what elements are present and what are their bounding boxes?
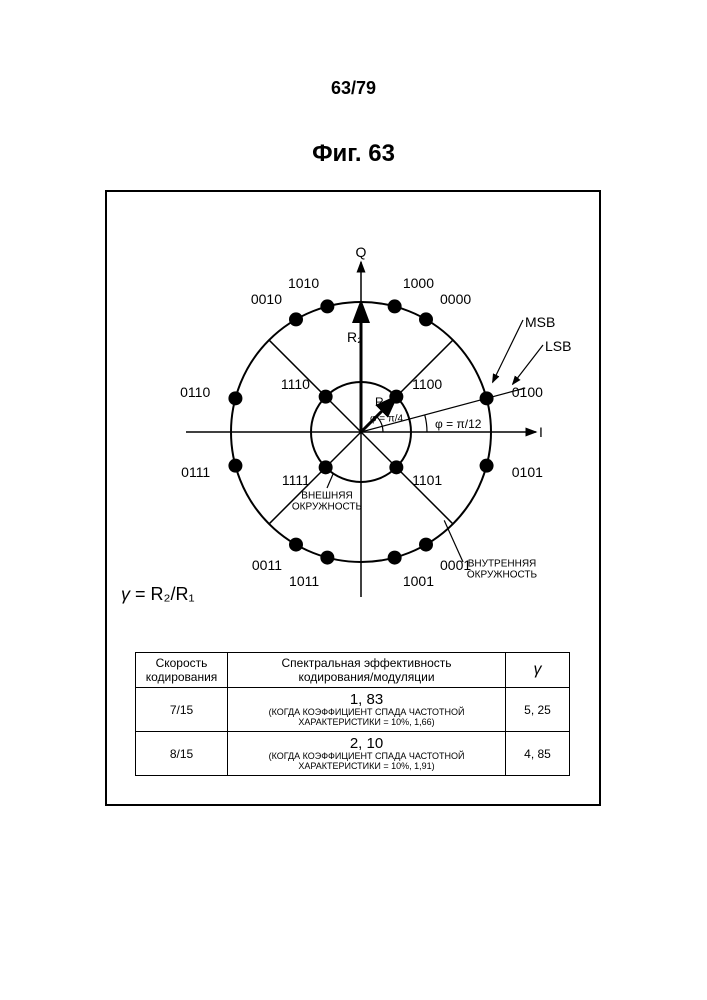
col-header-eff: Спектральная эффективностькодирования/мо… bbox=[228, 653, 506, 688]
outer-point-label: 0000 bbox=[440, 291, 471, 307]
gamma-symbol: γ bbox=[121, 584, 130, 604]
phi-inner-label: φ = π/4 bbox=[370, 414, 403, 425]
parameters-table: Скоростькодирования Спектральная эффекти… bbox=[135, 652, 570, 776]
cell-gamma: 4, 85 bbox=[506, 732, 570, 776]
outer-ring-text: ВНЕШНЯЯОКРУЖНОСТЬ bbox=[292, 492, 362, 513]
cell-eff-main: 2, 10 bbox=[236, 735, 497, 752]
q-axis-label: Q bbox=[356, 244, 367, 260]
inner-point-label: 1100 bbox=[412, 376, 442, 392]
inner-ring-text: ВНУТРЕННЯЯОКРУЖНОСТЬ bbox=[467, 560, 537, 581]
outer-point-label: 0011 bbox=[252, 557, 282, 573]
msb-label: MSB bbox=[525, 314, 555, 330]
cell-eff-sub: (КОГДА КОЭФФИЦИЕНТ СПАДА ЧАСТОТНОЙХАРАКТ… bbox=[236, 752, 497, 772]
page-root: 63/79 Фиг. 63 01000000100010100010011001… bbox=[0, 0, 707, 1000]
cell-rate: 8/15 bbox=[136, 732, 228, 776]
table-row: 7/15 1, 83 (КОГДА КОЭФФИЦИЕНТ СПАДА ЧАСТ… bbox=[136, 688, 570, 732]
cell-eff: 1, 83 (КОГДА КОЭФФИЦИЕНТ СПАДА ЧАСТОТНОЙ… bbox=[228, 688, 506, 732]
outer-point-label: 0111 bbox=[181, 464, 210, 480]
table-row: 8/15 2, 10 (КОГДА КОЭФФИЦИЕНТ СПАДА ЧАСТ… bbox=[136, 732, 570, 776]
outer-point-label: 1011 bbox=[289, 573, 319, 589]
cell-eff: 2, 10 (КОГДА КОЭФФИЦИЕНТ СПАДА ЧАСТОТНОЙ… bbox=[228, 732, 506, 776]
inner-point-label: 1110 bbox=[281, 376, 310, 392]
r1-label: R₁ bbox=[375, 395, 388, 409]
constellation-diagram: 0100 0000 1000 1010 0010 0110 0111 0011 1011 1001… bbox=[107, 192, 599, 632]
outer-point-label: 1010 bbox=[288, 275, 319, 291]
cell-eff-sub: (КОГДА КОЭФФИЦИЕНТ СПАДА ЧАСТОТНОЙХАРАКТ… bbox=[236, 708, 497, 728]
col-header-gamma: γ bbox=[506, 653, 570, 688]
cell-eff-main: 1, 83 bbox=[236, 691, 497, 708]
cell-rate: 7/15 bbox=[136, 688, 228, 732]
outer-point-label: 0110 bbox=[180, 384, 210, 400]
inner-point-label: 1101 bbox=[412, 472, 442, 488]
col-header-rate: Скоростькодирования bbox=[136, 653, 228, 688]
page-number: 63/79 bbox=[0, 78, 707, 99]
phi-outer-label: φ = π/12 bbox=[435, 417, 481, 431]
cell-gamma: 5, 25 bbox=[506, 688, 570, 732]
lsb-label: LSB bbox=[545, 338, 571, 354]
outer-point-label: 0100 bbox=[512, 384, 543, 400]
outer-point-label: 0010 bbox=[251, 291, 282, 307]
figure-frame: 0100 0000 1000 1010 0010 0110 0111 0011 1011 1001… bbox=[105, 190, 601, 806]
figure-title: Фиг. 63 bbox=[0, 140, 707, 168]
i-axis-label: I bbox=[539, 424, 543, 440]
gamma-ratio-def: γ = R₂/R₁ bbox=[121, 584, 195, 605]
gamma-eq-text: = R₂/R₁ bbox=[130, 584, 195, 604]
outer-point-label: 1000 bbox=[403, 275, 434, 291]
outer-point-label: 0101 bbox=[512, 464, 543, 480]
outer-point-label: 1001 bbox=[403, 573, 434, 589]
inner-point-label: 1111 bbox=[282, 472, 310, 488]
r2-label: R₂ bbox=[347, 329, 363, 345]
table-header-row: Скоростькодирования Спектральная эффекти… bbox=[136, 653, 570, 688]
